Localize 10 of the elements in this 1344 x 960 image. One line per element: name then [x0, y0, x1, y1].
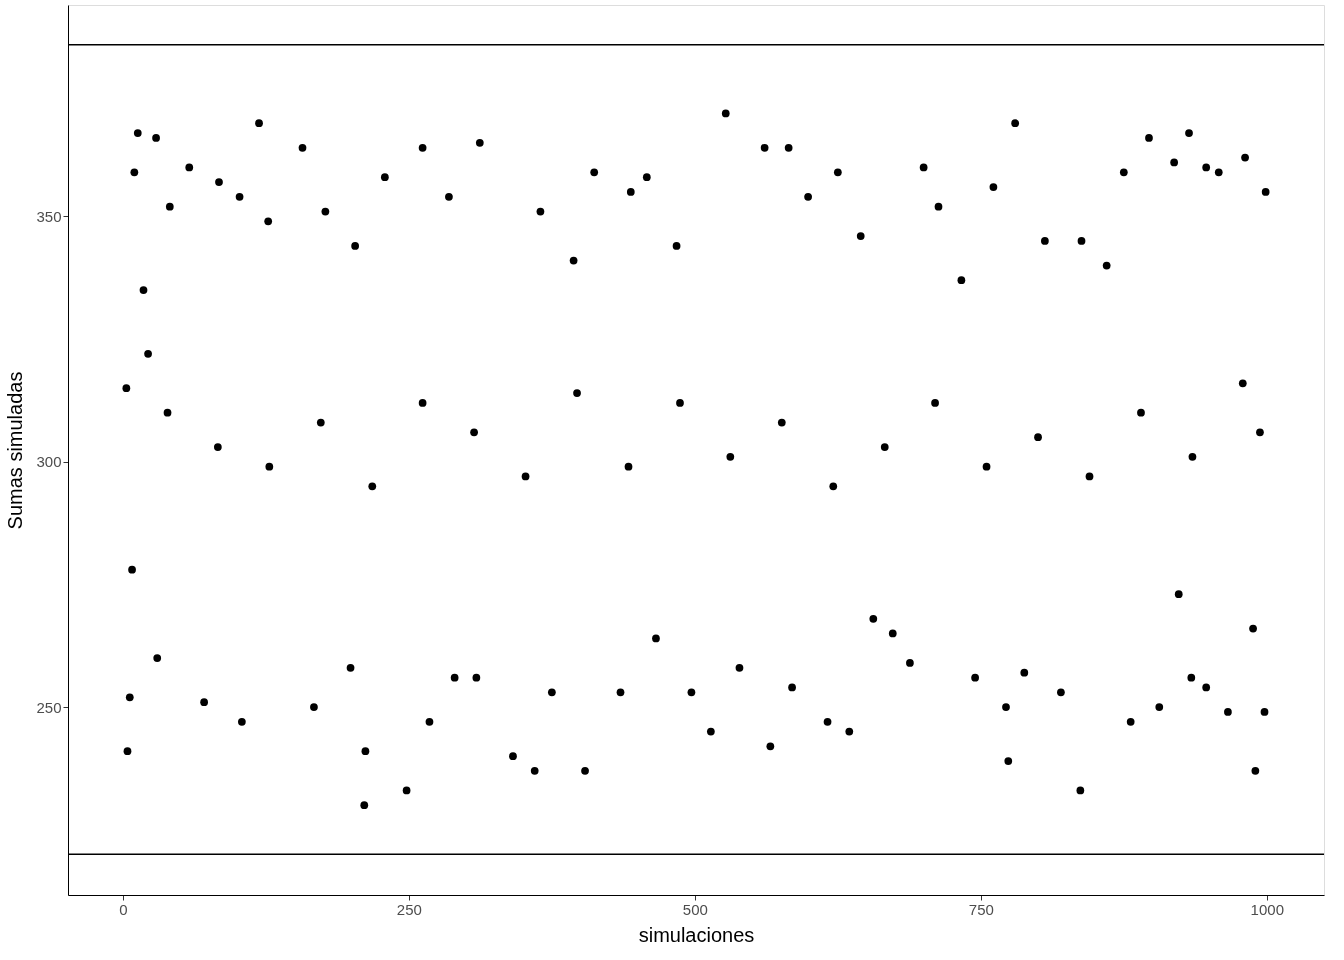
y-tick-label: 250 [36, 698, 62, 716]
x-axis-title: simulaciones [638, 923, 755, 946]
y-axis-title: Sumas simuladas [4, 371, 27, 530]
x-tick-label: 1000 [1250, 900, 1284, 918]
x-tick-label: 0 [119, 900, 128, 918]
x-tick-label: 250 [396, 900, 422, 918]
x-tick-label: 500 [682, 900, 708, 918]
x-tick-label: 750 [968, 900, 994, 918]
y-tick-label: 350 [36, 207, 62, 225]
y-tick-label: 300 [36, 453, 62, 471]
